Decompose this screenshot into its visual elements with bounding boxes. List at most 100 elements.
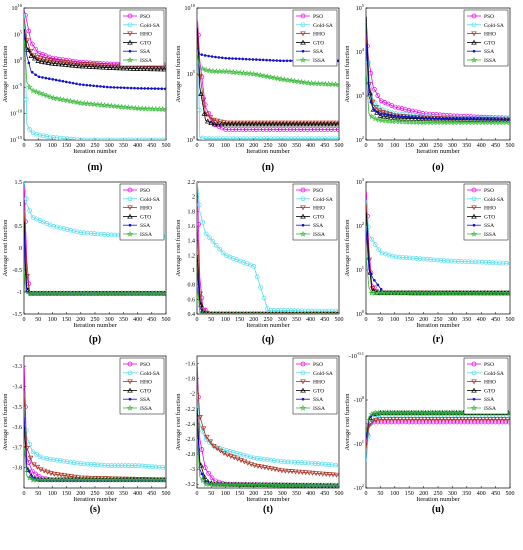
legend-label: Gold-SA: [313, 197, 333, 203]
x-tick-label: 400: [306, 143, 315, 149]
data-point: [434, 419, 439, 425]
data-point: [459, 117, 463, 121]
data-point: [210, 443, 217, 449]
series-layer: [24, 366, 166, 483]
data-point: [198, 91, 204, 96]
data-point: [260, 127, 266, 132]
data-point: [281, 127, 286, 132]
data-point: [449, 117, 452, 121]
data-point: [414, 256, 420, 261]
data-point: [221, 311, 227, 314]
data-point: [88, 84, 92, 87]
data-point: [139, 137, 145, 140]
legend-marker: [472, 49, 476, 53]
data-point: [326, 136, 332, 140]
legend-label: GTO: [313, 388, 324, 394]
data-point: [492, 419, 498, 425]
data-point: [44, 456, 50, 461]
data-point: [44, 76, 48, 80]
data-point: [122, 137, 128, 140]
data-point: [400, 115, 404, 118]
data-point: [259, 121, 266, 127]
data-point: [413, 109, 419, 115]
y-tick-label: 105: [187, 69, 196, 78]
data-point: [329, 308, 335, 314]
legend-marker: [127, 31, 133, 37]
data-point: [369, 420, 375, 425]
y-tick-label: 0.6: [188, 297, 196, 303]
y-tick-label: 102: [356, 221, 364, 230]
data-point: [200, 53, 204, 56]
legend-marker: [471, 387, 477, 393]
data-point: [47, 93, 54, 100]
data-point: [213, 136, 219, 140]
data-point: [200, 97, 207, 103]
x-tick-label: 350: [292, 491, 301, 497]
data-point: [272, 467, 278, 473]
data-point: [102, 232, 108, 237]
data-point: [204, 434, 210, 440]
data-point: [234, 450, 240, 456]
data-point: [376, 247, 382, 253]
panel-label: (m): [88, 162, 103, 173]
data-point: [285, 459, 291, 465]
legend-label: ISSA: [313, 232, 325, 238]
data-point: [320, 311, 326, 314]
data-point: [34, 451, 39, 457]
data-point: [284, 127, 290, 132]
data-point: [432, 417, 438, 423]
data-point: [104, 102, 112, 109]
x-tick-label: 500: [506, 491, 515, 497]
series-line-pso: [366, 34, 510, 119]
data-point: [465, 419, 471, 425]
x-tick-label: 450: [491, 143, 500, 149]
x-tick-label: 200: [419, 491, 428, 497]
data-point: [146, 464, 152, 469]
data-point: [160, 137, 165, 140]
data-point: [482, 419, 488, 425]
data-point: [199, 447, 205, 452]
data-point: [305, 127, 310, 132]
data-point: [390, 417, 397, 423]
legend-marker: [299, 230, 307, 237]
legend-label: Gold-SA: [140, 23, 160, 29]
data-point: [323, 311, 330, 314]
legend-marker: [128, 397, 132, 401]
data-point: [379, 288, 383, 291]
data-point: [315, 127, 321, 132]
y-tick-label: -101: [354, 439, 364, 448]
y-tick-label: 1.4: [188, 239, 196, 245]
data-point: [197, 415, 203, 420]
data-point: [210, 311, 217, 314]
legend-label: HHO: [484, 32, 496, 38]
data-point: [379, 117, 386, 124]
data-point: [386, 113, 390, 117]
legend-box: [463, 183, 509, 241]
data-point: [463, 417, 469, 423]
data-point: [452, 417, 459, 423]
x-tick-label: 100: [221, 491, 230, 497]
data-point: [369, 236, 375, 242]
data-point: [228, 121, 235, 127]
data-point: [37, 56, 44, 62]
data-point: [88, 231, 94, 236]
x-tick-label: 400: [133, 317, 142, 323]
data-point: [85, 230, 90, 236]
data-point: [428, 257, 433, 262]
data-point: [251, 463, 258, 469]
data-point: [61, 473, 68, 479]
data-point: [269, 121, 276, 127]
data-point: [486, 419, 491, 425]
data-point: [504, 417, 510, 423]
data-point: [288, 459, 294, 465]
legend-box: [292, 357, 338, 415]
data-point: [129, 137, 135, 140]
data-point: [326, 308, 332, 314]
data-point: [372, 115, 379, 122]
legend-label: HHO: [313, 206, 325, 212]
data-point: [242, 121, 249, 127]
data-point: [282, 59, 285, 63]
legend-marker: [471, 205, 477, 211]
data-point: [217, 246, 223, 252]
data-point: [241, 136, 246, 140]
